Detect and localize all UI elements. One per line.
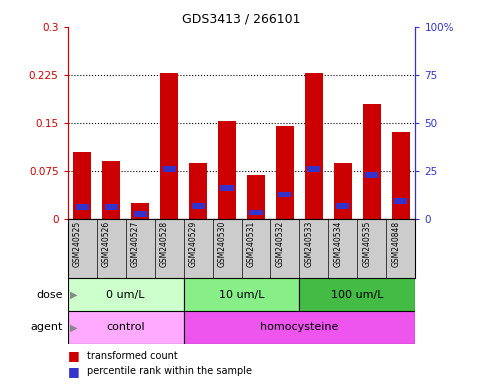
Text: GSM240535: GSM240535 <box>363 221 372 267</box>
Text: ▶: ▶ <box>70 290 78 300</box>
Bar <box>184 311 415 344</box>
Bar <box>392 132 410 219</box>
Bar <box>184 278 299 311</box>
Text: 100 um/L: 100 um/L <box>331 290 384 300</box>
Bar <box>73 152 91 219</box>
Text: GSM240533: GSM240533 <box>305 221 314 267</box>
Text: ▶: ▶ <box>70 322 78 333</box>
Title: GDS3413 / 266101: GDS3413 / 266101 <box>182 13 301 26</box>
Bar <box>218 121 236 219</box>
Bar <box>68 278 184 311</box>
Bar <box>250 210 263 215</box>
Text: dose: dose <box>36 290 63 300</box>
Bar <box>247 175 265 219</box>
Text: GSM240534: GSM240534 <box>334 221 343 267</box>
Bar <box>279 192 292 197</box>
Text: GSM240527: GSM240527 <box>131 221 140 267</box>
Bar <box>395 198 408 204</box>
Text: homocysteine: homocysteine <box>260 322 339 333</box>
Bar <box>189 162 207 219</box>
Text: GSM240532: GSM240532 <box>276 221 285 267</box>
Text: 10 um/L: 10 um/L <box>219 290 264 300</box>
Bar <box>305 73 323 219</box>
Bar <box>160 73 178 219</box>
Text: GSM240528: GSM240528 <box>160 221 169 267</box>
Text: GSM240531: GSM240531 <box>247 221 256 267</box>
Bar <box>366 172 379 178</box>
Text: GSM240526: GSM240526 <box>102 221 111 267</box>
Text: GSM240530: GSM240530 <box>218 221 227 267</box>
Text: agent: agent <box>30 322 63 333</box>
Bar <box>102 161 120 219</box>
Text: ■: ■ <box>68 349 79 362</box>
Bar <box>308 166 321 172</box>
Text: GSM240525: GSM240525 <box>73 221 82 267</box>
Bar <box>337 203 350 209</box>
Bar <box>276 126 294 219</box>
Text: ■: ■ <box>68 365 79 378</box>
Bar <box>68 311 184 344</box>
Text: GSM240848: GSM240848 <box>392 221 401 267</box>
Text: control: control <box>106 322 145 333</box>
Bar <box>163 166 176 172</box>
Text: transformed count: transformed count <box>87 351 178 361</box>
Bar <box>131 203 149 219</box>
Text: 0 um/L: 0 um/L <box>106 290 145 300</box>
Text: percentile rank within the sample: percentile rank within the sample <box>87 366 252 376</box>
Bar <box>334 162 352 219</box>
Bar <box>363 104 381 219</box>
Text: GSM240529: GSM240529 <box>189 221 198 267</box>
Bar <box>192 203 205 209</box>
Bar <box>76 205 89 210</box>
Bar <box>221 185 234 191</box>
Bar <box>105 205 118 210</box>
Bar <box>134 211 147 217</box>
Bar <box>299 278 415 311</box>
